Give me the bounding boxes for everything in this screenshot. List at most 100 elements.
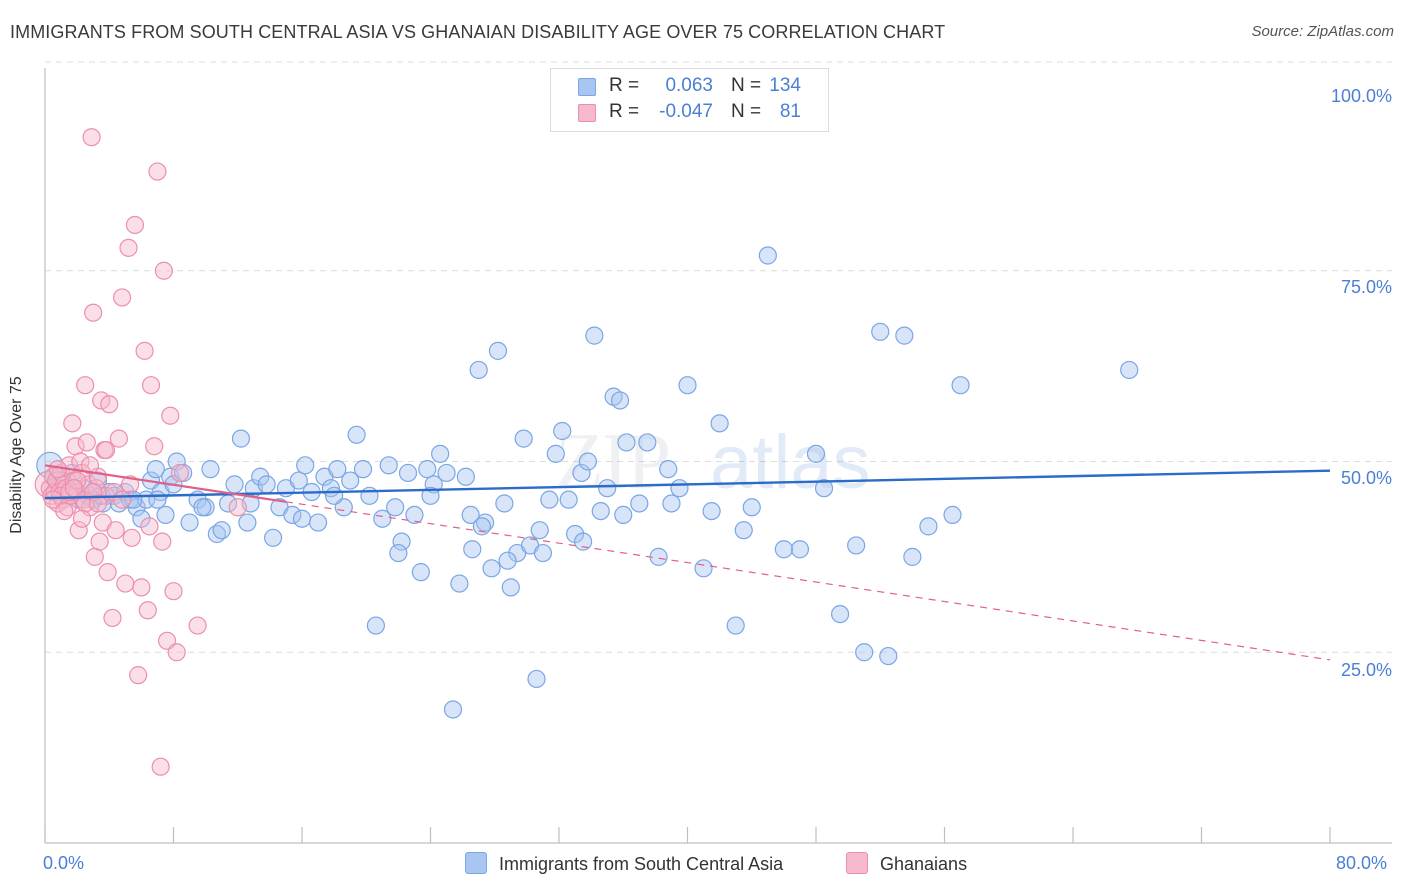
data-point-south-central-asia	[88, 471, 108, 490]
data-point-ghanaians	[228, 498, 247, 517]
data-point-ghanaians	[140, 517, 159, 536]
data-point-south-central-asia	[238, 513, 257, 532]
source-label: Source: ZipAtlas.com	[1251, 23, 1394, 40]
data-point-south-central-asia	[578, 452, 598, 471]
data-point-south-central-asia	[540, 490, 559, 509]
y-tick-label: 100.0%	[1330, 86, 1392, 106]
r-label: R =	[609, 75, 640, 96]
data-point-south-central-asia	[225, 475, 244, 494]
data-point-south-central-asia	[366, 616, 385, 635]
data-point-ghanaians	[153, 532, 172, 551]
data-point-south-central-asia	[405, 505, 424, 525]
data-point-south-central-asia	[617, 433, 636, 452]
data-point-south-central-asia	[418, 460, 437, 479]
data-point-ghanaians	[116, 574, 135, 593]
data-point-ghanaians	[170, 463, 190, 483]
data-point-south-central-asia	[847, 536, 866, 555]
legend-label: Ghanaians	[880, 854, 968, 874]
data-point-ghanaians	[121, 475, 140, 494]
data-point-south-central-asia	[328, 460, 347, 479]
data-point-south-central-asia	[341, 471, 360, 490]
data-point-south-central-asia	[895, 326, 914, 345]
data-point-ghanaians	[103, 608, 122, 628]
data-point-south-central-asia	[379, 456, 398, 475]
data-point-south-central-asia	[201, 460, 220, 479]
data-point-south-central-asia	[659, 460, 678, 479]
data-point-ghanaians	[112, 288, 132, 307]
data-point-south-central-asia	[461, 505, 480, 525]
trend-line-south-central-asia	[44, 469, 1331, 500]
data-point-ghanaians	[125, 215, 145, 235]
data-point-ghanaians	[151, 757, 170, 776]
data-point-south-central-asia	[514, 429, 533, 448]
data-point-south-central-asia	[559, 490, 578, 509]
data-point-south-central-asia	[533, 543, 553, 563]
data-point-south-central-asia	[572, 463, 591, 483]
data-point-south-central-asia	[530, 521, 549, 540]
data-point-ghanaians	[69, 521, 88, 540]
data-point-south-central-asia	[790, 540, 810, 559]
data-point-ghanaians	[141, 376, 161, 395]
data-point-ghanaians	[106, 521, 125, 540]
legend-swatch-pink	[846, 852, 868, 874]
series-ghanaians	[34, 128, 247, 776]
data-point-south-central-asia	[553, 421, 572, 441]
data-point-south-central-asia	[167, 452, 186, 471]
trend-line-ghanaians-solid	[44, 464, 287, 503]
data-point-ghanaians	[63, 414, 82, 433]
data-point-south-central-asia	[325, 486, 344, 505]
data-point-south-central-asia	[702, 501, 721, 521]
legend-item-ghanaians[interactable]: Ghanaians	[846, 852, 967, 875]
data-point-south-central-asia	[591, 501, 610, 521]
data-point-ghanaians	[82, 128, 101, 147]
n-label: N =	[731, 101, 762, 122]
data-point-south-central-asia	[694, 559, 713, 578]
data-point-ghanaians	[188, 616, 207, 635]
data-point-ghanaians	[109, 429, 128, 448]
x-tick-label-max: 80.0%	[1336, 853, 1388, 873]
data-point-ghanaians	[135, 341, 154, 360]
stats-row-south-central-asia: R = 0.063 N = 134	[551, 74, 828, 100]
data-point-south-central-asia	[734, 521, 753, 540]
data-point-south-central-asia	[774, 540, 793, 559]
data-point-south-central-asia	[678, 376, 697, 395]
data-point-south-central-asia	[389, 543, 408, 563]
data-point-ghanaians	[129, 666, 148, 685]
data-point-south-central-asia	[193, 498, 212, 517]
data-point-south-central-asia	[148, 490, 167, 509]
data-point-ghanaians	[90, 532, 109, 551]
stats-box: R = 0.063 N = 134 R = -0.047 N = 81	[550, 68, 829, 132]
data-point-south-central-asia	[257, 475, 276, 494]
data-point-ghanaians	[43, 490, 63, 509]
data-point-south-central-asia	[450, 574, 469, 593]
watermark-zip: ZIP	[555, 418, 669, 506]
n-label: N =	[731, 75, 762, 96]
data-point-ghanaians	[138, 601, 157, 620]
data-point-south-central-asia	[289, 471, 308, 490]
data-point-south-central-asia	[251, 467, 270, 486]
data-point-ghanaians	[98, 563, 117, 582]
data-point-south-central-asia	[437, 463, 456, 483]
data-point-south-central-asia	[871, 322, 890, 341]
legend-item-south-central-asia[interactable]: Immigrants from South Central Asia	[465, 852, 783, 875]
data-point-ghanaians	[55, 501, 74, 521]
data-point-south-central-asia	[630, 494, 649, 513]
trend-line-ghanaians-dashed	[285, 501, 1331, 661]
data-point-ghanaians	[64, 479, 84, 498]
data-point-south-central-asia	[903, 547, 922, 566]
stats-row-ghanaians: R = -0.047 N = 81	[551, 100, 828, 126]
axes	[44, 68, 1392, 844]
data-point-ghanaians	[167, 643, 186, 662]
y-axis-label: Disability Age Over 75	[8, 376, 25, 534]
r-value: 0.063	[665, 75, 713, 96]
data-point-ghanaians	[154, 261, 173, 280]
legend-swatch-blue	[465, 852, 487, 874]
gridlines	[45, 61, 1392, 653]
data-point-ghanaians	[84, 303, 103, 322]
data-point-ghanaians	[122, 528, 141, 547]
data-point-ghanaians	[76, 376, 95, 395]
data-point-ghanaians	[77, 433, 96, 452]
watermark: ZIP atlas	[555, 418, 871, 506]
y-tick-label: 25.0%	[1340, 660, 1392, 680]
